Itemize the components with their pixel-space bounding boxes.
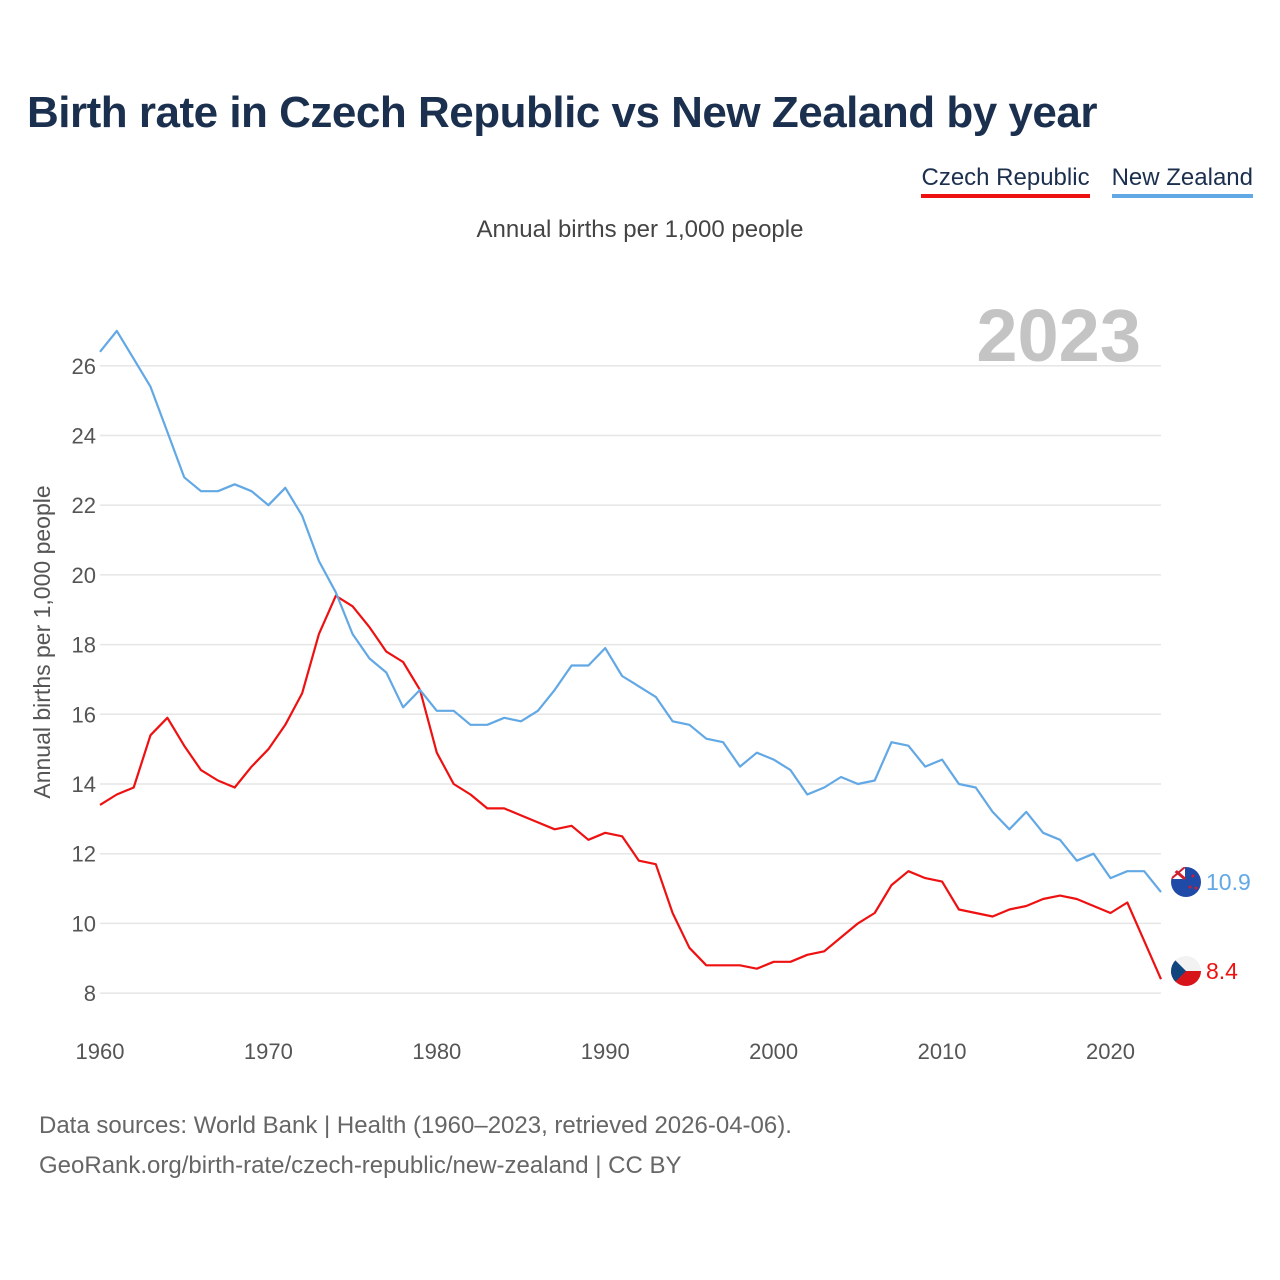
series-line-new-zealand	[99, 329, 1162, 893]
legend-item-czech-republic[interactable]: Czech Republic	[921, 164, 1090, 198]
y-tick-label: 20	[72, 563, 96, 588]
y-tick-label: 14	[72, 772, 96, 797]
series-lines	[99, 329, 1163, 980]
x-tick-label: 1990	[581, 1039, 630, 1064]
y-tick-label: 18	[72, 633, 96, 658]
y-tick-label: 26	[72, 354, 96, 379]
y-axis-label: Annual births per 1,000 people	[29, 485, 55, 798]
chart-title: Birth rate in Czech Republic vs New Zeal…	[27, 88, 1097, 137]
grid-lines	[100, 365, 1161, 994]
x-tick-label: 1980	[412, 1039, 461, 1064]
line-chart: 8 10 12 14 16 18 20 22 24 26 1960 1970 1980 1990 2000…	[29, 294, 1251, 1064]
y-tick-label: 12	[72, 842, 96, 867]
source-url[interactable]: GeoRank.org/birth-rate/czech-republic/ne…	[39, 1152, 682, 1179]
legend-item-new-zealand[interactable]: New Zealand	[1111, 164, 1253, 198]
x-tick-label: 1970	[244, 1039, 293, 1064]
x-tick-label: 2000	[749, 1039, 798, 1064]
end-label-czech-republic: 8.4	[1206, 958, 1238, 984]
legend: Czech Republic New Zealand	[921, 164, 1253, 198]
chart-subtitle: Annual births per 1,000 people	[476, 216, 804, 243]
new-zealand-flag-icon	[1171, 867, 1201, 897]
y-tick-label: 8	[84, 981, 96, 1006]
sources-line: Data sources: World Bank | Health (1960–…	[39, 1112, 792, 1139]
series-line-czech-republic	[99, 594, 1163, 980]
y-tick-label: 10	[72, 911, 96, 936]
x-tick-label: 1960	[76, 1039, 125, 1064]
year-watermark: 2023	[976, 294, 1141, 377]
x-tick-label: 2020	[1086, 1039, 1135, 1064]
y-tick-label: 22	[72, 493, 96, 518]
x-tick-label: 2010	[918, 1039, 967, 1064]
x-axis-ticks: 1960 1970 1980 1990 2000 2010 2020	[76, 1039, 1135, 1064]
y-axis-ticks: 8 10 12 14 16 18 20 22 24 26	[72, 354, 96, 1006]
data-sources: Data sources: World Bank | Health (1960–…	[39, 1106, 792, 1186]
y-tick-label: 24	[72, 423, 96, 448]
czech-flag-icon	[1171, 956, 1201, 986]
y-tick-label: 16	[72, 702, 96, 727]
end-label-new-zealand: 10.9	[1206, 869, 1251, 895]
